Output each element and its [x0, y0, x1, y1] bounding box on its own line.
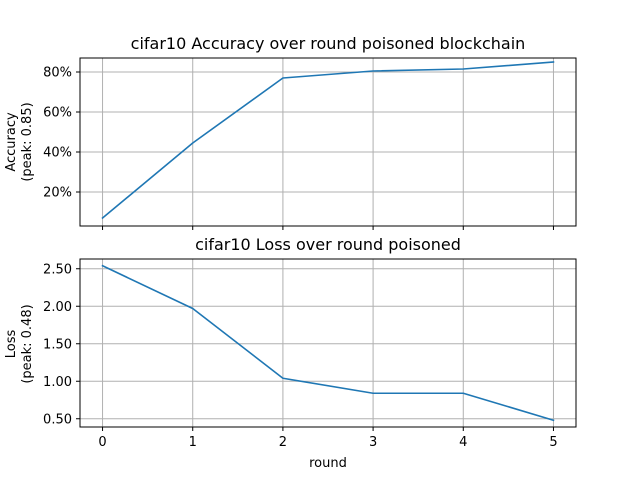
accuracy-y-tick-label: 40%	[43, 146, 72, 161]
loss-x-tick-label: 1	[189, 435, 197, 450]
loss-chart: cifar10 Loss over round poisoned Loss (p…	[4, 235, 577, 471]
loss-y-tick-label: 0.50	[43, 412, 72, 427]
loss-y-axis-label-line2: (peak: 0.48)	[20, 304, 35, 383]
accuracy-plot-frame	[79, 57, 577, 227]
loss-y-tick-label: 2.50	[43, 262, 72, 277]
accuracy-chart: cifar10 Accuracy over round poisoned blo…	[4, 34, 577, 230]
accuracy-series-line	[101, 61, 555, 220]
accuracy-y-tick-label: 20%	[43, 186, 72, 201]
loss-series-line	[101, 264, 555, 422]
accuracy-grid	[80, 58, 576, 226]
accuracy-y-tick-label: 80%	[43, 66, 72, 81]
loss-y-tick-label: 1.00	[43, 375, 72, 390]
loss-chart-title: cifar10 Loss over round poisoned	[195, 235, 461, 254]
loss-y-tick-label: 2.00	[43, 300, 72, 315]
loss-x-tick-label: 3	[369, 435, 377, 450]
loss-series	[101, 264, 555, 422]
accuracy-y-axis-label-line1: Accuracy	[4, 112, 19, 172]
loss-x-tick-label: 5	[549, 435, 557, 450]
loss-plot-frame	[79, 258, 577, 428]
loss-x-axis-label: round	[309, 456, 347, 471]
accuracy-chart-title: cifar10 Accuracy over round poisoned blo…	[131, 34, 526, 53]
loss-y-tick-label: 1.50	[43, 337, 72, 352]
loss-x-tick-label: 2	[279, 435, 287, 450]
loss-grid	[80, 259, 576, 427]
accuracy-series	[101, 61, 555, 220]
accuracy-ticks: 20% 40% 60% 80%	[43, 66, 554, 230]
loss-y-axis-label-line1: Loss	[4, 330, 19, 359]
loss-ticks: 0 1 2 3 4 5 0.50 1.00 1.50 2.00 2.50	[43, 262, 558, 450]
accuracy-y-axis-label-line2: (peak: 0.85)	[20, 102, 35, 181]
loss-x-tick-label: 0	[98, 435, 106, 450]
loss-x-tick-label: 4	[459, 435, 467, 450]
accuracy-y-tick-label: 60%	[43, 106, 72, 121]
